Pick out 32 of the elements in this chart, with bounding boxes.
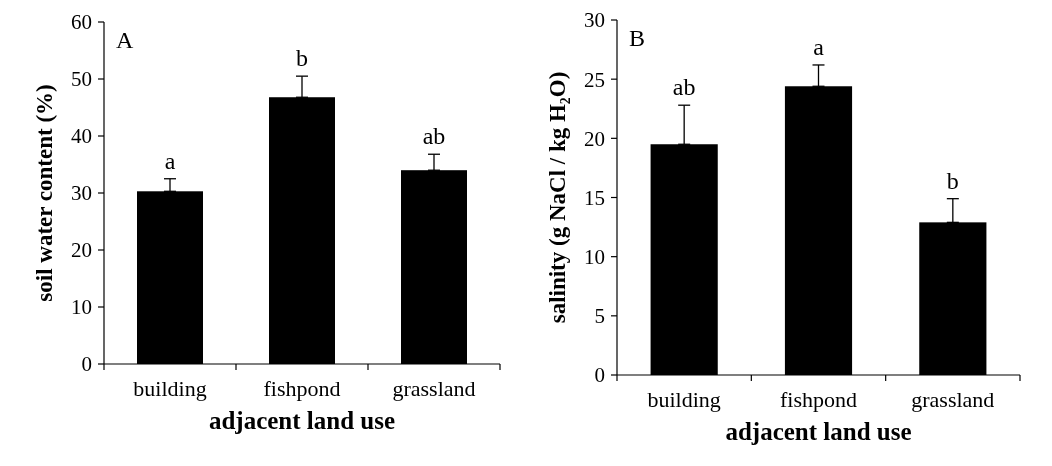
y-tick-label: 0 (594, 363, 605, 388)
annotation: b (946, 167, 959, 194)
annotation: ab (422, 123, 446, 150)
y-tick-label: 25 (584, 67, 605, 92)
chart-title: B (629, 25, 646, 51)
annotation: a (164, 147, 176, 174)
x-tick-label: fishpond (780, 387, 857, 412)
x-tick-label: grassland (911, 387, 995, 412)
x-tick-label: fishpond (263, 376, 341, 401)
x-axis-title: adjacent land use (208, 407, 396, 434)
y-tick-label: 40 (71, 124, 92, 149)
x-tick-label: grassland (392, 376, 476, 401)
annotation: a (813, 33, 825, 60)
x-tick-label: building (647, 387, 721, 412)
y-axis-title: soil water content (%) (32, 84, 57, 302)
y-tick-label: 0 (81, 352, 92, 377)
y-tick-label: 30 (71, 181, 92, 206)
chart-title: A (116, 27, 134, 53)
y-axis-title: salinity (g NaCl / kg H₂O) (545, 71, 570, 324)
y-tick-label: 10 (71, 295, 92, 320)
y-tick-label: 50 (71, 67, 92, 92)
y-tick-label: 5 (594, 304, 605, 329)
x-axis-title: adjacent land use (725, 418, 912, 445)
y-tick-label: 10 (584, 245, 605, 270)
x-tick-label: building (133, 376, 207, 401)
y-tick-label: 30 (584, 8, 605, 33)
annotation: ab (672, 74, 696, 101)
y-tick-label: 20 (584, 126, 605, 151)
annotation: b (296, 45, 308, 72)
y-tick-label: 20 (71, 238, 92, 263)
y-tick-label: 15 (584, 185, 605, 210)
y-tick-label: 60 (71, 10, 92, 35)
